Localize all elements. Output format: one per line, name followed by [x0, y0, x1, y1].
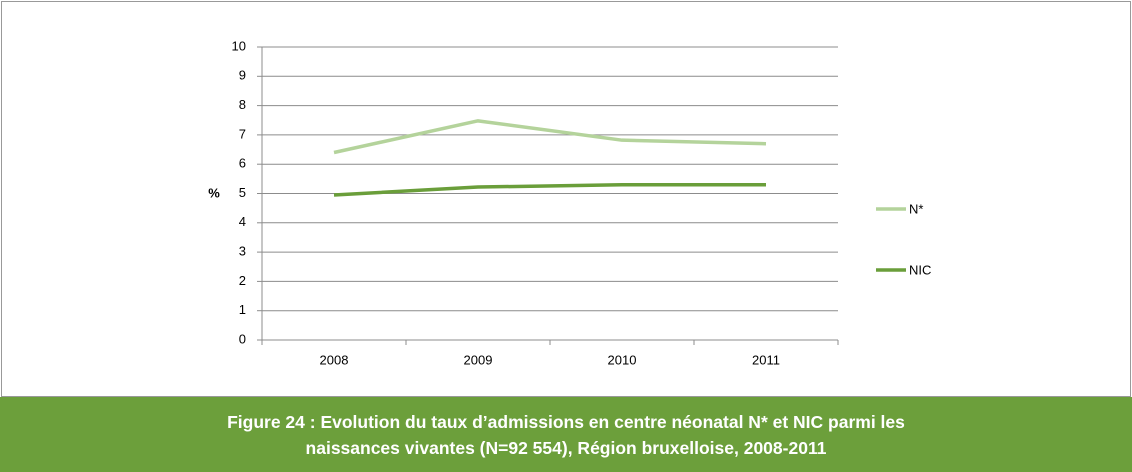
y-tick-label: 3 [239, 244, 246, 259]
legend-label: N* [909, 201, 923, 216]
chart-border [1, 1, 1131, 397]
y-tick-label: 8 [239, 97, 246, 112]
legend-label: NIC [909, 262, 931, 277]
y-tick-label: 9 [239, 68, 246, 83]
y-tick-label: 0 [239, 331, 246, 346]
y-tick-label: 5 [239, 185, 246, 200]
x-tick-label: 2009 [464, 352, 493, 367]
y-tick-label: 1 [239, 302, 246, 317]
y-axis-label: % [208, 185, 220, 200]
y-tick-label: 4 [239, 214, 246, 229]
y-tick-label: 2 [239, 273, 246, 288]
x-tick-label: 2008 [320, 352, 349, 367]
x-tick-label: 2011 [752, 352, 780, 367]
series-line [333, 119, 767, 155]
caption-bar: Figure 24 : Evolution du taux d’admissio… [0, 397, 1132, 472]
y-tick-label: 7 [239, 126, 246, 141]
y-tick-label: 6 [239, 156, 246, 171]
y-tick-label: 10 [232, 38, 246, 53]
chart: % 0 1 2 3 4 5 6 7 8 9 10 2008 2009 2010 2011 N* NIC [1, 1, 1131, 397]
series-line [333, 182, 766, 197]
x-tick-label: 2010 [608, 352, 637, 367]
chart-title: Figure 24 : Evolution du taux d’admissio… [227, 411, 905, 458]
